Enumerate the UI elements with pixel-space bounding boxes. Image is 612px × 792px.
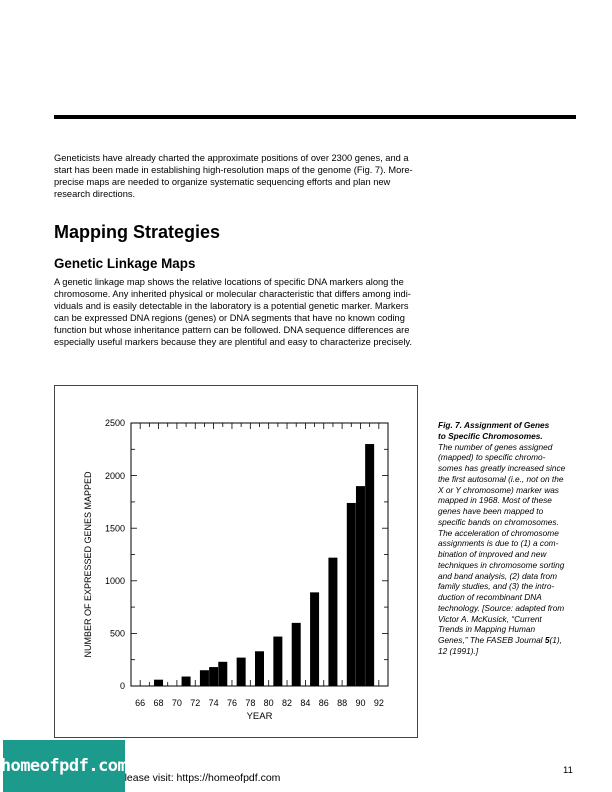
x-tick-label: 90 <box>355 698 365 708</box>
banner-label: homeofpdf.com <box>0 756 128 776</box>
bar <box>218 661 228 686</box>
intro-paragraph: Geneticists have already charted the app… <box>54 152 446 200</box>
caption-line: mapped in 1968. Most of these <box>438 495 552 506</box>
subsection-heading: Genetic Linkage Maps <box>54 256 196 271</box>
y-tick-label: 2000 <box>105 471 125 481</box>
bar <box>355 486 365 686</box>
bar <box>209 667 219 686</box>
y-tick-label: 2500 <box>105 418 125 428</box>
intro-line: Geneticists have already charted the app… <box>54 153 409 163</box>
x-tick-label: 80 <box>264 698 274 708</box>
caption-journal-volume: 5 <box>544 635 550 645</box>
caption-line: somes has greatly increased since <box>438 463 566 473</box>
caption-line: Victor A. McKusick, “Current <box>438 613 542 624</box>
figure-caption: Fig. 7. Assignment of Genes to Specific … <box>438 420 588 657</box>
x-tick-label: 86 <box>319 698 329 708</box>
bar <box>310 592 320 686</box>
x-tick-label: 70 <box>172 698 182 708</box>
caption-line: The number of genes assigned <box>438 441 553 452</box>
caption-line: specific bands on chromosomes. <box>438 516 559 527</box>
intro-line: start has been made in establishing high… <box>54 165 413 175</box>
caption-line: assignments is due to (1) a com- <box>438 538 559 549</box>
caption-line: (mapped) to specific chromo- <box>438 452 546 463</box>
page-number: 11 <box>563 765 573 776</box>
caption-journal-pre: Genes,” The FASEB Journal <box>438 635 545 645</box>
bar <box>255 651 264 686</box>
caption-line: family studies, and (3) the intro- <box>438 581 555 592</box>
x-tick-label: 78 <box>245 698 255 708</box>
y-axis-label: NUMBER OF EXPRESSED GENES MAPPED <box>83 471 93 658</box>
x-tick-label: 84 <box>300 698 310 708</box>
y-tick-label: 500 <box>110 629 125 639</box>
bar <box>154 679 164 686</box>
linkage-line: A genetic linkage map shows the relative… <box>54 277 404 287</box>
footer-visit-link[interactable]: e please visit: https://homeofpdf.com <box>110 772 281 784</box>
caption-line: bination of improved and new <box>438 549 547 559</box>
caption-title-line: to Specific Chromosomes. <box>438 430 543 441</box>
caption-line: Trends in Mapping Human <box>438 624 536 635</box>
linkage-line: chromosome. Any inherited physical or mo… <box>54 289 411 299</box>
linkage-line: especially useful markers because they a… <box>54 337 412 347</box>
intro-line: research directions. <box>54 189 136 199</box>
header-rule <box>54 115 576 119</box>
y-tick-label: 0 <box>120 681 125 691</box>
y-tick-label: 1000 <box>105 576 125 586</box>
x-tick-label: 68 <box>154 698 164 708</box>
caption-line-journal: Genes,” The FASEB Journal 5(1), <box>438 635 588 646</box>
x-tick-label: 82 <box>282 698 292 708</box>
x-axis-label: YEAR <box>247 711 273 722</box>
genes-mapped-bar-chart: 0 500 1000 1500 2000 2500 66 68 70 72 74 76 78 80 82 84… <box>83 418 389 722</box>
caption-line: X or Y chromosome) marker was <box>438 484 559 495</box>
site-banner[interactable]: homeofpdf.com <box>0 740 128 792</box>
figure-frame <box>54 385 418 738</box>
x-tick-label: 76 <box>227 698 237 708</box>
x-tick-label: 92 <box>374 698 384 708</box>
caption-line: techniques in chromosome sorting <box>438 559 565 570</box>
x-tick-label: 72 <box>190 698 200 708</box>
caption-line: The acceleration of chromosome <box>438 527 559 538</box>
caption-line: genes have been mapped to <box>438 506 544 516</box>
bar <box>181 676 191 686</box>
linkage-paragraph: A genetic linkage map shows the relative… <box>54 276 446 348</box>
bar <box>365 444 375 686</box>
y-tick-label: 1500 <box>105 523 125 533</box>
intro-line: precise maps are needed to organize syst… <box>54 177 391 187</box>
bar <box>328 557 338 686</box>
caption-line: and band analysis, (2) data from <box>438 570 557 581</box>
section-heading: Mapping Strategies <box>54 222 221 242</box>
x-tick-label: 74 <box>209 698 219 708</box>
caption-line: technology. [Source: adapted from <box>438 602 565 613</box>
bar <box>236 657 246 686</box>
x-tick-label: 88 <box>337 698 347 708</box>
caption-line: 12 (1991).] <box>438 645 479 656</box>
linkage-line: function but whose inheritance pattern c… <box>54 325 410 335</box>
caption-title-line: Fig. 7. Assignment of Genes <box>438 420 550 430</box>
linkage-line: viduals and is easily detectable in the … <box>54 301 409 311</box>
linkage-line: can be expressed DNA regions (genes) or … <box>54 313 405 323</box>
bar <box>199 670 209 686</box>
caption-journal-post: (1), <box>549 635 562 645</box>
bar <box>273 636 283 686</box>
bar <box>291 622 301 686</box>
x-tick-label: 66 <box>135 698 145 708</box>
caption-line: duction of recombinant DNA <box>438 592 542 602</box>
caption-line: the first autosomal (i.e., not on the <box>438 473 564 484</box>
bar <box>346 502 356 686</box>
